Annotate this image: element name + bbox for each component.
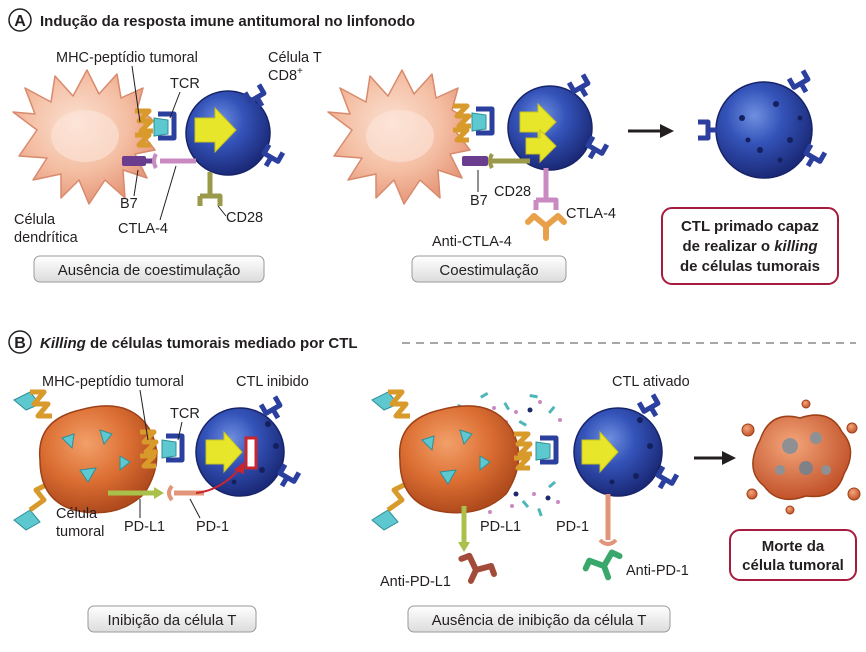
result-line1: CTL primado capaz [681,218,819,235]
label-tcr: TCR [170,76,200,92]
signal-arrow [194,106,237,154]
primed-ctl [698,71,825,179]
label-mhc-peptide: MHC-peptídio tumoral [56,50,198,66]
signal-arrow [519,102,557,142]
panel-b-title-italic: Killing [40,335,86,352]
label-anti-pdl1: Anti-PD-L1 [380,574,451,590]
label-tumor-line2: tumoral [56,524,104,540]
signal-arrow [581,430,619,474]
tcr-receptor [472,109,492,133]
scene-costimulation: B7 CD28 CTLA-4 Anti-CTLA-4 Coestimulação [327,69,616,283]
panel-b-title-rest: de células tumorais mediado por CTL [86,335,358,352]
inhibition-bar [244,436,258,470]
caption-no-inhibition: Ausência de inibição da célula T [432,612,647,629]
label-anti-pd1: Anti-PD-1 [626,563,689,579]
result-line2-italic: killing [774,238,817,255]
label-tumor-line1: Célula [56,506,98,522]
leader-line [131,65,141,123]
label-pd1: PD-1 [556,519,589,535]
result-line2: de realizar o killing [682,238,817,255]
result-line2-pre: de realizar o [682,238,774,255]
result-box-primed [661,207,839,285]
label-b7: B7 [120,196,138,212]
dying-tumor-cell [741,399,861,515]
caption-costimulation: Coestimulação [439,262,538,279]
tcr-receptor [536,438,556,462]
caption-box [87,605,257,633]
anti-pd1-antibody [584,550,625,583]
ctl-cell [715,81,813,179]
b7-molecule [462,156,488,166]
panel-a-badge-circle [8,8,32,32]
label-pdl1: PD-L1 [124,519,165,535]
panel-a-title: Indução da resposta imune antitumoral no… [40,13,415,30]
panel-a-badge: A [14,13,26,30]
anti-ctla4-antibody [528,216,564,238]
label-ctla4: CTLA-4 [566,206,616,222]
dendritic-cell [12,69,156,205]
label-dc-line2: dendrítica [14,230,79,246]
scene-no-inhibition: CTL ativado PD-L1 PD-1 Anti-PD-L1 Anti-P… [371,374,690,633]
leader-line [169,91,181,119]
result-box-death [729,529,857,581]
label-dc-line1: Célula [14,212,56,228]
label-tcell-cd8: CD8 [268,68,297,84]
signal-arrow [525,128,557,164]
tcr-receptor [162,436,182,460]
panel-b-badge: B [14,335,26,352]
label-cd28: CD28 [226,210,263,226]
caption-box [411,255,567,283]
caption-box [33,255,265,283]
anti-pdl1-antibody [455,553,497,588]
tumor-cell [38,405,158,514]
label-tcell-line1: Célula T [268,50,322,66]
transition-arrowhead [660,124,674,138]
tcr-receptor [154,114,174,138]
label-cd28: CD28 [494,184,531,200]
scene-inhibition: MHC-peptídio tumoral TCR CTL inibido Cél… [13,374,309,633]
label-ctl-activated: CTL ativado [612,374,690,390]
cd28-molecule [197,172,223,206]
result-death-line2: célula tumoral [742,557,844,574]
result-death-line1: Morte da [762,538,825,555]
label-b7: B7 [470,193,488,209]
label-tcell-sup: + [297,66,303,77]
label-tcell-line2: CD8+ [268,66,303,84]
transition-arrowhead [722,451,736,465]
label-ctla4: CTLA-4 [118,221,168,237]
caption-inhibition: Inibição da célula T [108,612,237,629]
tumor-cell [398,405,520,514]
label-anti-ctla4: Anti-CTLA-4 [432,234,512,250]
label-mhc-peptide: MHC-peptídio tumoral [42,374,184,390]
signal-arrow [205,430,243,474]
label-pd1: PD-1 [196,519,229,535]
inhibition-signal [195,467,241,494]
dendritic-cell [327,69,471,205]
scene-absence-costimulation: MHC-peptídio tumoral TCR Célula T CD8+ C… [12,50,322,283]
b7-molecule [122,156,146,166]
tcell-receptor-icon [698,122,718,138]
label-ctl-inhibited: CTL inibido [236,374,309,390]
caption-box [407,605,671,633]
label-tcr: TCR [170,406,200,422]
panel-b-title: Killing de células tumorais mediado por … [40,335,358,352]
label-pdl1: PD-L1 [480,519,521,535]
panel-a: A Indução da resposta imune antitumoral … [8,8,839,285]
panel-b: B Killing de células tumorais mediado po… [8,330,861,633]
result-line3: de células tumorais [680,258,820,275]
ctla4-molecule [533,168,559,210]
caption-absence-costimulation: Ausência de coestimulação [58,262,241,279]
panel-b-badge-circle [8,330,32,354]
